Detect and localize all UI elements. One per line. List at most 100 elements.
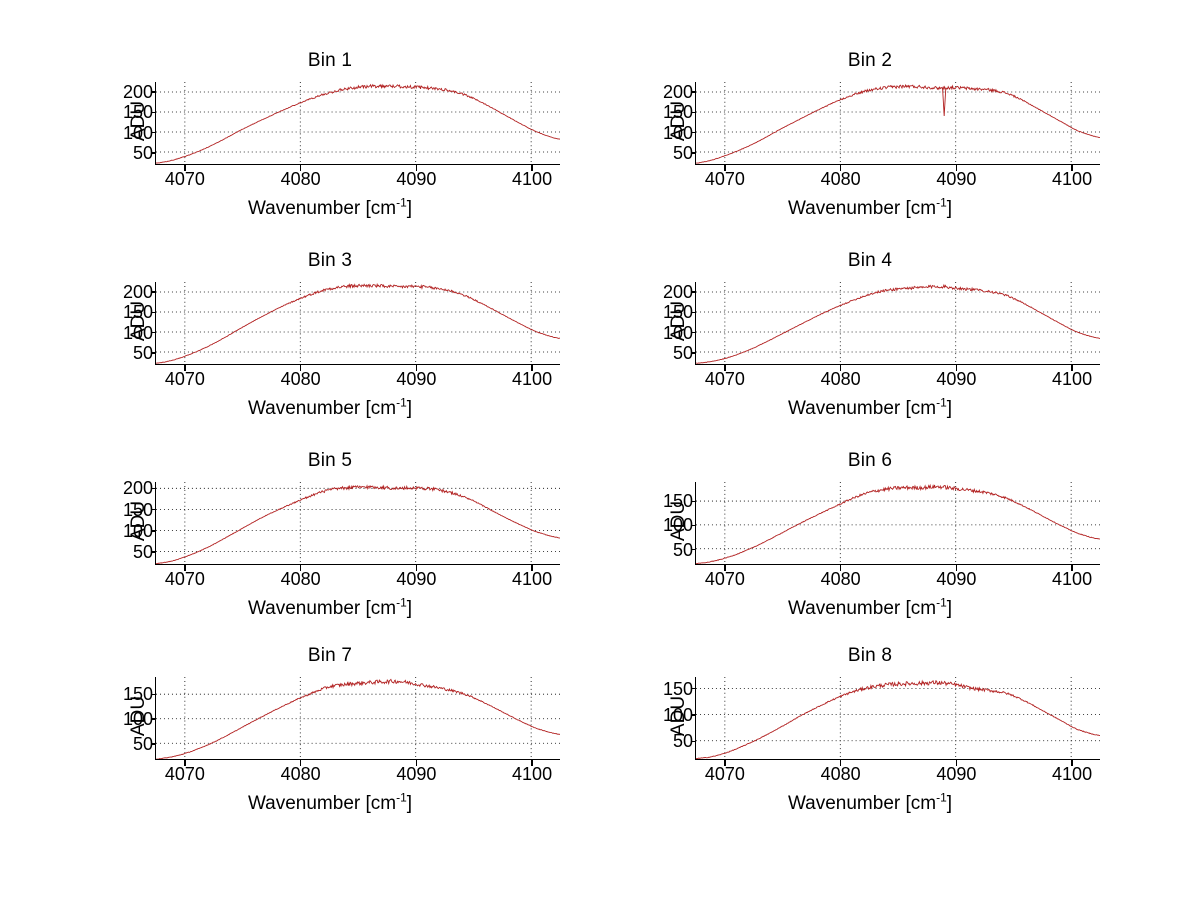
- y-tick-mark: [151, 152, 156, 154]
- y-tick-label: 50: [672, 142, 693, 163]
- panel-title: Bin 3: [307, 250, 353, 271]
- x-tick-mark: [299, 565, 302, 571]
- x-tick-mark: [1071, 760, 1073, 766]
- x-tick-label: 4070: [164, 169, 205, 189]
- spectrum-line: [156, 679, 560, 759]
- x-axis-label-exponent: -1: [396, 595, 407, 610]
- y-tick-label: 200: [662, 282, 693, 303]
- plot-axes: 50 100 150 4070 4080 4090 4100 ADU: [663, 482, 1100, 589]
- grid-lines: [696, 82, 1100, 164]
- y-tick-mark: [151, 551, 156, 554]
- x-axis-label: Wavenumber [cm-1]: [60, 792, 600, 815]
- x-tick-mark: [184, 165, 186, 171]
- plot-axes: 50 100 150 200 4070 4080 4090 4100 ADU: [123, 82, 560, 189]
- y-tick-mark: [151, 693, 156, 696]
- x-tick-mark: [1071, 165, 1073, 171]
- panel-title: Bin 4: [847, 250, 893, 271]
- y-tick-mark: [691, 111, 696, 114]
- x-tick-label: 4080: [820, 369, 861, 389]
- plot-axes: 50 100 150 4070 4080 4090 4100 ADU: [663, 677, 1100, 784]
- plot-area: [696, 677, 1100, 759]
- y-tick-label: 100: [662, 322, 693, 343]
- x-tick-mark: [531, 565, 533, 571]
- absorption-dip: [943, 88, 946, 116]
- subplot-panel-4: Bin 4 50 100 150 200 4070 4080 4090 4100 ADU Waven…: [600, 250, 1140, 450]
- y-tick-label: 150: [662, 302, 693, 323]
- panel-title: Bin 2: [847, 50, 893, 71]
- y-tick-label: 50: [132, 734, 153, 755]
- x-axis-label-exponent: -1: [936, 395, 947, 410]
- y-tick-label: 50: [672, 731, 693, 752]
- y-tick-label: 100: [662, 122, 693, 143]
- y-axis-label: ADU: [668, 695, 689, 737]
- subplot-panel-1: Bin 1 50 100 150 200 4070 4080 4090 4100 ADU Waven…: [60, 50, 600, 250]
- x-tick-mark: [724, 165, 726, 171]
- panel-title: Bin 1: [307, 50, 353, 71]
- panel-title: Bin 7: [307, 645, 353, 666]
- x-tick-label: 4070: [164, 569, 205, 589]
- y-tick-label: 200: [122, 82, 153, 103]
- x-tick-mark: [839, 365, 842, 371]
- plot-area: [156, 282, 560, 364]
- y-tick-mark: [151, 111, 156, 114]
- grid-lines: [156, 677, 560, 759]
- x-axis-label-tail: ]: [406, 793, 413, 814]
- y-tick-mark: [691, 500, 696, 503]
- y-axis-label: ADU: [128, 695, 149, 737]
- y-tick-mark: [691, 91, 696, 93]
- plot-axes: 50 100 150 200 4070 4080 4090 4100 ADU: [123, 479, 560, 589]
- y-tick-mark: [151, 487, 156, 490]
- plot-area: [696, 482, 1100, 564]
- x-tick-mark: [1071, 565, 1073, 571]
- x-tick-mark: [1071, 365, 1073, 371]
- x-tick-label: 4100: [1052, 369, 1093, 389]
- y-tick-mark: [151, 131, 156, 134]
- x-tick-mark: [415, 365, 418, 371]
- spectrum-line: [696, 681, 1100, 759]
- x-axis-label: Wavenumber [cm-1]: [600, 790, 1140, 815]
- x-tick-mark: [299, 165, 302, 171]
- y-tick-label: 100: [662, 705, 693, 726]
- x-tick-mark: [724, 565, 726, 571]
- spectrum-line: [156, 284, 560, 363]
- x-tick-label: 4080: [280, 369, 321, 389]
- x-tick-label: 4090: [396, 764, 437, 784]
- x-tick-label: 4100: [1052, 569, 1093, 589]
- y-axis-label: ADU: [128, 300, 149, 342]
- x-tick-label: 4090: [396, 369, 437, 389]
- y-axis-label: ADU: [128, 100, 149, 142]
- y-tick-mark: [691, 311, 696, 314]
- plot-area: [156, 482, 560, 564]
- y-tick-mark: [151, 352, 156, 354]
- y-tick-label: 150: [122, 302, 153, 323]
- y-tick-label: 50: [132, 542, 153, 563]
- x-tick-label: 4090: [936, 169, 977, 189]
- panel-title: Bin 5: [307, 450, 353, 471]
- plot-axes: 50 100 150 4070 4080 4090 4100 ADU: [123, 677, 560, 784]
- x-tick-label: 4100: [1052, 169, 1093, 189]
- y-tick-label: 150: [122, 684, 153, 705]
- y-tick-label: 100: [122, 709, 153, 730]
- plot-area: [156, 82, 560, 164]
- x-tick-label: 4070: [704, 169, 745, 189]
- x-tick-label: 4090: [396, 169, 437, 189]
- y-tick-label: 200: [662, 82, 693, 103]
- y-tick-mark: [691, 131, 696, 134]
- y-tick-label: 200: [122, 282, 153, 303]
- plot-axes: 50 100 150 200 4070 4080 4090 4100 ADU: [123, 282, 560, 389]
- y-tick-mark: [151, 311, 156, 314]
- x-axis-label-tail: ]: [406, 398, 413, 419]
- y-tick-mark: [151, 530, 156, 532]
- x-tick-mark: [531, 165, 533, 171]
- x-axis-label-text: Wavenumber [cm: [787, 398, 937, 419]
- y-tick-label: 50: [132, 142, 153, 163]
- y-tick-mark: [691, 152, 696, 154]
- x-axis-label-exponent: -1: [396, 395, 407, 410]
- x-axis-label-exponent: -1: [936, 790, 947, 805]
- spectrum-line: [696, 85, 1100, 163]
- grid-lines: [696, 282, 1100, 364]
- x-axis-label-text: Wavenumber [cm: [787, 793, 937, 814]
- y-tick-mark: [691, 687, 696, 690]
- y-tick-mark: [691, 524, 696, 527]
